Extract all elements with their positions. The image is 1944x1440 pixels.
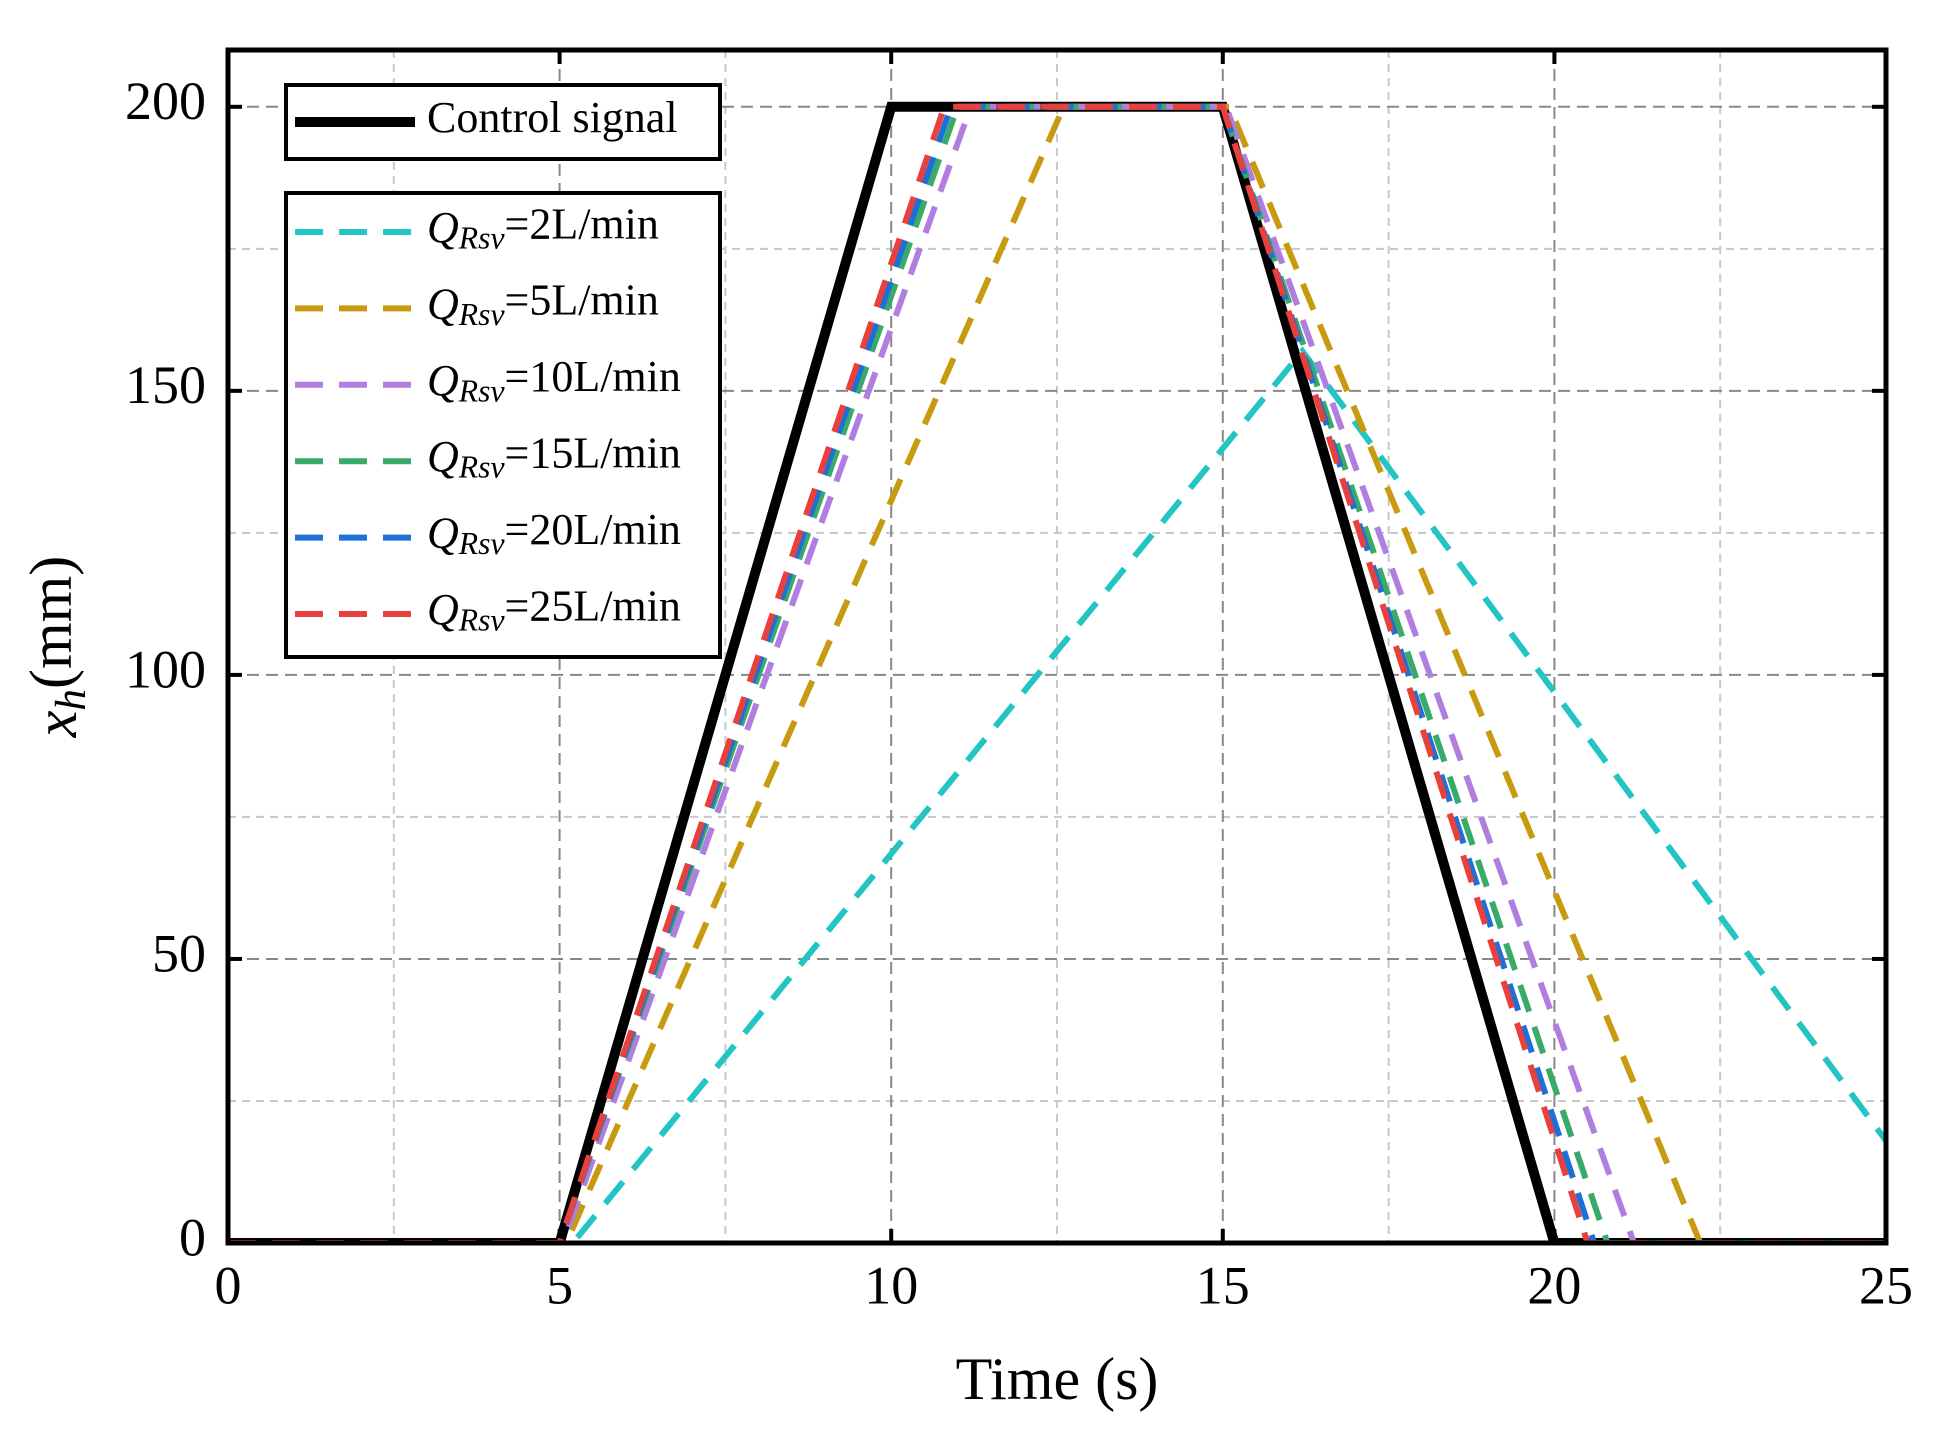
legend-label: QRsv=2L/min bbox=[427, 199, 659, 255]
y-tick-label: 200 bbox=[125, 71, 206, 131]
legend-label: QRsv=25L/min bbox=[427, 581, 681, 637]
plot-frame bbox=[225, 47, 1889, 1246]
legend-box bbox=[284, 191, 722, 659]
x-tick-label: 5 bbox=[546, 1255, 573, 1315]
y-axis-label: xh(mm) bbox=[18, 556, 95, 739]
x-tick-label: 10 bbox=[864, 1255, 918, 1315]
x-tick-label: 25 bbox=[1859, 1255, 1913, 1315]
legend-label: QRsv=5L/min bbox=[427, 276, 659, 332]
series-line bbox=[228, 346, 1886, 1243]
x-tick-label: 15 bbox=[1196, 1255, 1250, 1315]
x-axis-label: Time (s) bbox=[956, 1346, 1159, 1412]
legend-label: QRsv=10L/min bbox=[427, 352, 681, 408]
y-tick-label: 150 bbox=[125, 355, 206, 415]
legend-label: Control signal bbox=[427, 93, 678, 142]
y-tick-label: 50 bbox=[152, 923, 206, 983]
legend-label: QRsv=15L/min bbox=[427, 429, 681, 485]
legend-label: QRsv=20L/min bbox=[427, 505, 681, 561]
x-tick-label: 0 bbox=[215, 1255, 242, 1315]
y-tick-label: 0 bbox=[179, 1207, 206, 1267]
x-tick-label: 20 bbox=[1527, 1255, 1581, 1315]
y-tick-label: 100 bbox=[125, 639, 206, 699]
